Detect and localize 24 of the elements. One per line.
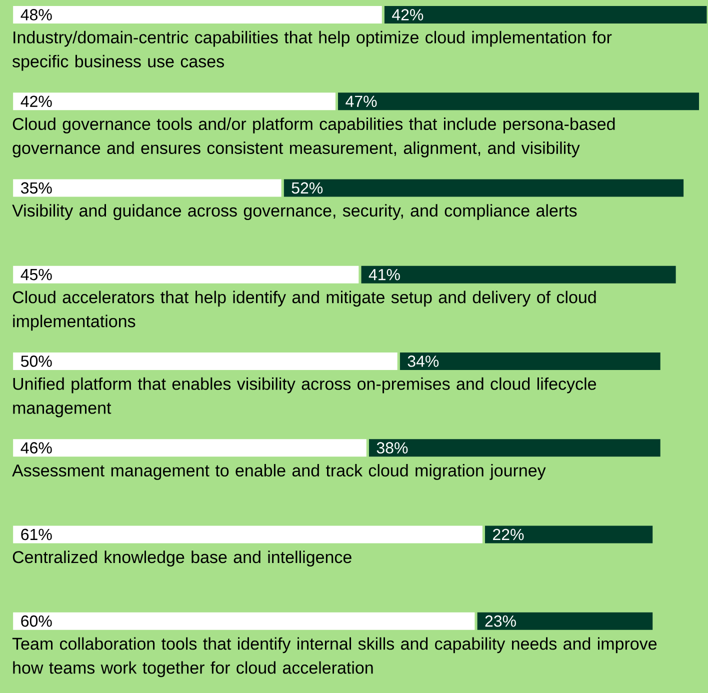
- data-label: 52%: [292, 182, 323, 194]
- data-label: 42%: [392, 9, 424, 20]
- y-tick-label: Industry/domain-centric capabilities that help optimize cloud implementation for specific business use cases: [12, 30, 612, 71]
- data-label: 45%: [20, 268, 52, 280]
- y-tick-label: Cloud governance tools and/or platform capabilities that include persona-based governance and ensures consistent measurement, alignment, and visibility: [12, 118, 615, 158]
- y-tick-label: Centralized knowledge base and intelligence: [12, 550, 352, 567]
- data-label: 41%: [368, 268, 400, 280]
- y-tick-label: Cloud accelerators that help identify and mitigate setup and delivery of cloud implementations: [12, 290, 596, 331]
- data-label: 48%: [20, 9, 52, 20]
- data-label: 60%: [21, 615, 52, 627]
- data-label: 42%: [20, 96, 52, 107]
- data-label: 38%: [376, 442, 408, 454]
- data-label: 22%: [493, 528, 524, 540]
- data-label: 61%: [21, 528, 52, 540]
- data-label: 47%: [346, 96, 377, 107]
- data-label: 46%: [20, 442, 52, 454]
- y-tick-label: Team collaboration tools that identify internal skills and capability needs and improve how teams work together for cloud acceleration: [12, 637, 657, 678]
- y-tick-label: Visibility and guidance across governance, security, and compliance alerts: [12, 204, 577, 220]
- data-label: 34%: [408, 356, 439, 367]
- y-tick-label: Unified platform that enables visibility across on-premises and cloud lifecycle management: [13, 377, 596, 418]
- data-label: 23%: [485, 615, 516, 627]
- y-tick-label: Assessment management to enable and track cloud migration journey: [12, 464, 546, 480]
- data-label: 50%: [21, 356, 52, 367]
- data-label: 35%: [20, 182, 52, 194]
